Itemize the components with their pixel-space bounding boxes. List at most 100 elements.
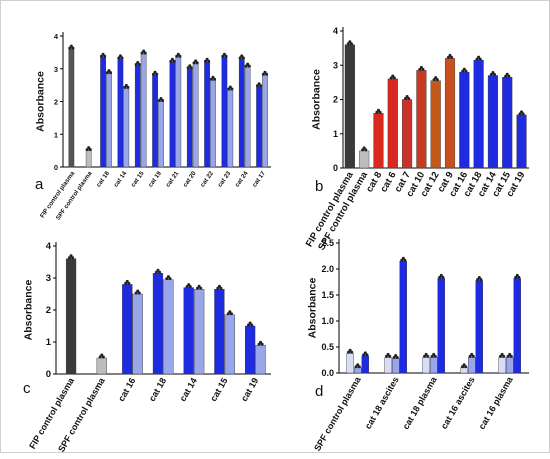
panel-b-bar	[430, 80, 441, 169]
panel-a-data-point	[240, 54, 244, 58]
panel-c-bar	[183, 287, 194, 375]
panel-b-data-point	[491, 71, 495, 75]
panel-a-data-point	[176, 52, 180, 56]
panel-d-data-point	[468, 354, 472, 358]
panel-a-data-point	[211, 75, 215, 79]
panel-d-y-tick-label: 2.0	[321, 264, 334, 274]
panel-c-data-point	[185, 285, 189, 289]
panel-d-data-point	[400, 258, 404, 262]
panel-b-bar	[416, 70, 427, 169]
panel-a-data-point	[103, 54, 107, 58]
panel-d-bar	[460, 367, 468, 374]
panel-d-bar	[513, 278, 521, 374]
panel-b-data-point	[521, 112, 525, 116]
panel-b-y-axis-title: Absorbance	[311, 69, 323, 130]
panel-a-data-point	[192, 61, 196, 65]
panel-a-data-point	[155, 72, 159, 76]
panel-b-data-point	[378, 110, 382, 114]
panel-a-data-point	[140, 51, 144, 55]
panel-c-data-point	[127, 281, 131, 285]
panel-a-bar	[123, 88, 130, 168]
panel-b-data-point	[434, 76, 438, 80]
panel-a-data-point	[157, 99, 161, 102]
panel-a-x-tick-label: cat 17	[251, 170, 267, 189]
panel-c-data-point	[100, 353, 104, 357]
panel-d-data-point	[348, 348, 352, 352]
panel-d-bar	[468, 357, 476, 374]
panel-c-y-tick-label: 4	[46, 241, 52, 252]
panel-d-bar	[475, 280, 483, 374]
panel-b-data-point	[505, 72, 509, 76]
panel-b-y-tick-label: 0	[333, 163, 338, 173]
panel-b-data-point	[518, 112, 522, 116]
panel-a-data-point	[107, 69, 111, 73]
panel-b-data-point	[435, 78, 439, 82]
panel-d-data-point	[500, 352, 504, 356]
panel-b-data-point	[450, 55, 454, 59]
panel-b-data-point	[446, 55, 450, 59]
panel-c-bar	[152, 273, 164, 375]
panel-d-data-point	[430, 354, 434, 358]
panel-b-bar	[516, 114, 527, 169]
panel-d-data-point	[365, 353, 369, 357]
panel-b-data-point	[477, 55, 481, 59]
panel-c-data-point	[217, 284, 221, 288]
panel-d-data-point	[438, 275, 442, 279]
panel-a-data-point	[159, 97, 163, 100]
panel-b-data-point	[421, 67, 425, 71]
panel-c-bar	[65, 258, 77, 375]
panel-b-bar	[387, 78, 398, 169]
panel-a-data-point	[178, 54, 182, 58]
panel-c-bar	[255, 345, 266, 375]
panel-b-y-tick-label: 2	[333, 95, 338, 105]
panel-a-data-point	[136, 60, 140, 64]
panel-d-data-point	[433, 354, 437, 358]
panel-c-data-point	[228, 310, 232, 314]
panel-a-data-point	[117, 56, 121, 60]
panel-c-bar	[224, 314, 235, 375]
panel-b-data-point	[407, 97, 411, 100]
panel-d-bar	[498, 357, 506, 374]
panel-d-data-point	[363, 351, 367, 355]
panel-a-bar	[204, 62, 210, 168]
panel-a-data-point	[247, 64, 251, 68]
panel-a-data-point	[105, 71, 109, 75]
panel-a-data-point	[244, 64, 248, 68]
panel-b-bar	[373, 112, 384, 169]
panel-c-y-tick-label: 1	[46, 337, 52, 348]
panel-d-data-point	[362, 353, 366, 357]
panel-c-data-point	[168, 277, 172, 281]
panel-b-data-point	[405, 95, 409, 98]
panel-a-data-point	[142, 49, 146, 53]
panel-d-data-point	[470, 352, 474, 356]
panel-d-y-axis-title: Absorbance	[307, 278, 319, 339]
panel-a-data-point	[88, 148, 92, 152]
panel-c-data-point	[137, 291, 141, 295]
panel-a-data-point	[257, 82, 261, 86]
panel-b-data-point	[389, 76, 393, 80]
panel-a-bar	[106, 73, 112, 168]
panel-d-data-point	[471, 354, 475, 358]
panel-b-data-point	[478, 57, 482, 61]
panel-a-x-tick-label: cat 20	[182, 170, 198, 189]
panel-a-bar	[85, 150, 92, 168]
panel-a-data-point	[227, 87, 231, 91]
panel-a-bar	[262, 75, 268, 168]
panel-d-data-point	[426, 354, 430, 358]
panel-b-data-point	[504, 74, 508, 78]
panel-c-data-point	[156, 268, 160, 272]
panel-d-data-point	[499, 354, 502, 358]
panel-c-data-point	[248, 321, 252, 325]
panel-d-data-point	[392, 355, 396, 359]
panel-d-data-point	[477, 275, 481, 279]
panel-d-y-tick-label: 0.0	[321, 368, 334, 378]
panel-c-data-point	[134, 291, 138, 295]
panel-d-bar	[399, 261, 407, 374]
panel-a-data-point	[126, 85, 130, 89]
panel-d-data-point	[385, 354, 388, 358]
panel-a-data-point	[161, 99, 165, 102]
panel-d-data-point	[461, 365, 464, 369]
panel-a-data-point	[205, 57, 209, 61]
